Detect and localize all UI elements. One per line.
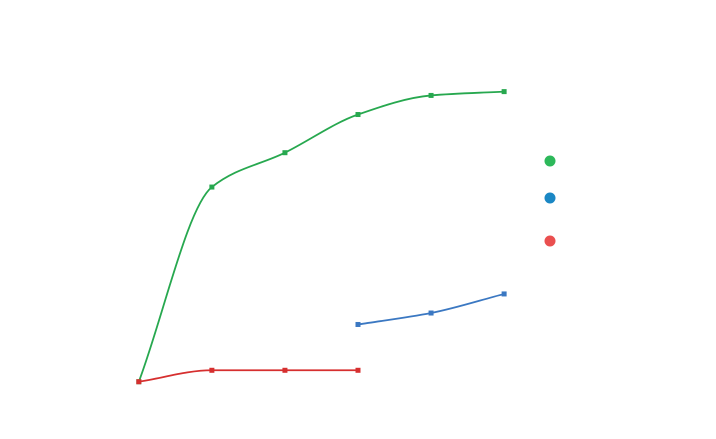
series-2-point-2[interactable] <box>428 310 434 316</box>
series-3-point-2[interactable] <box>209 367 215 373</box>
series-3-point-3[interactable] <box>282 367 288 373</box>
series-2-line <box>357 293 506 326</box>
series-1-point-6[interactable] <box>501 89 507 95</box>
legend <box>544 155 556 247</box>
series-1-point-3[interactable] <box>282 150 288 156</box>
series-3-point-1[interactable] <box>136 379 142 385</box>
series-2-point-3[interactable] <box>501 291 507 297</box>
legend-marker-2[interactable] <box>544 192 556 204</box>
series-3-line <box>137 369 359 383</box>
series-2-point-1[interactable] <box>355 321 361 327</box>
series-1 <box>136 89 507 385</box>
series-3-point-4[interactable] <box>355 367 361 373</box>
series-1-point-4[interactable] <box>355 112 361 118</box>
series-3 <box>136 367 361 385</box>
series-1-line <box>137 90 506 383</box>
series-1-point-2[interactable] <box>209 184 215 190</box>
series-1-point-5[interactable] <box>428 92 434 98</box>
series-2 <box>355 291 507 327</box>
legend-marker-3[interactable] <box>544 235 556 247</box>
legend-marker-1[interactable] <box>544 155 556 167</box>
series-layer <box>136 89 507 385</box>
